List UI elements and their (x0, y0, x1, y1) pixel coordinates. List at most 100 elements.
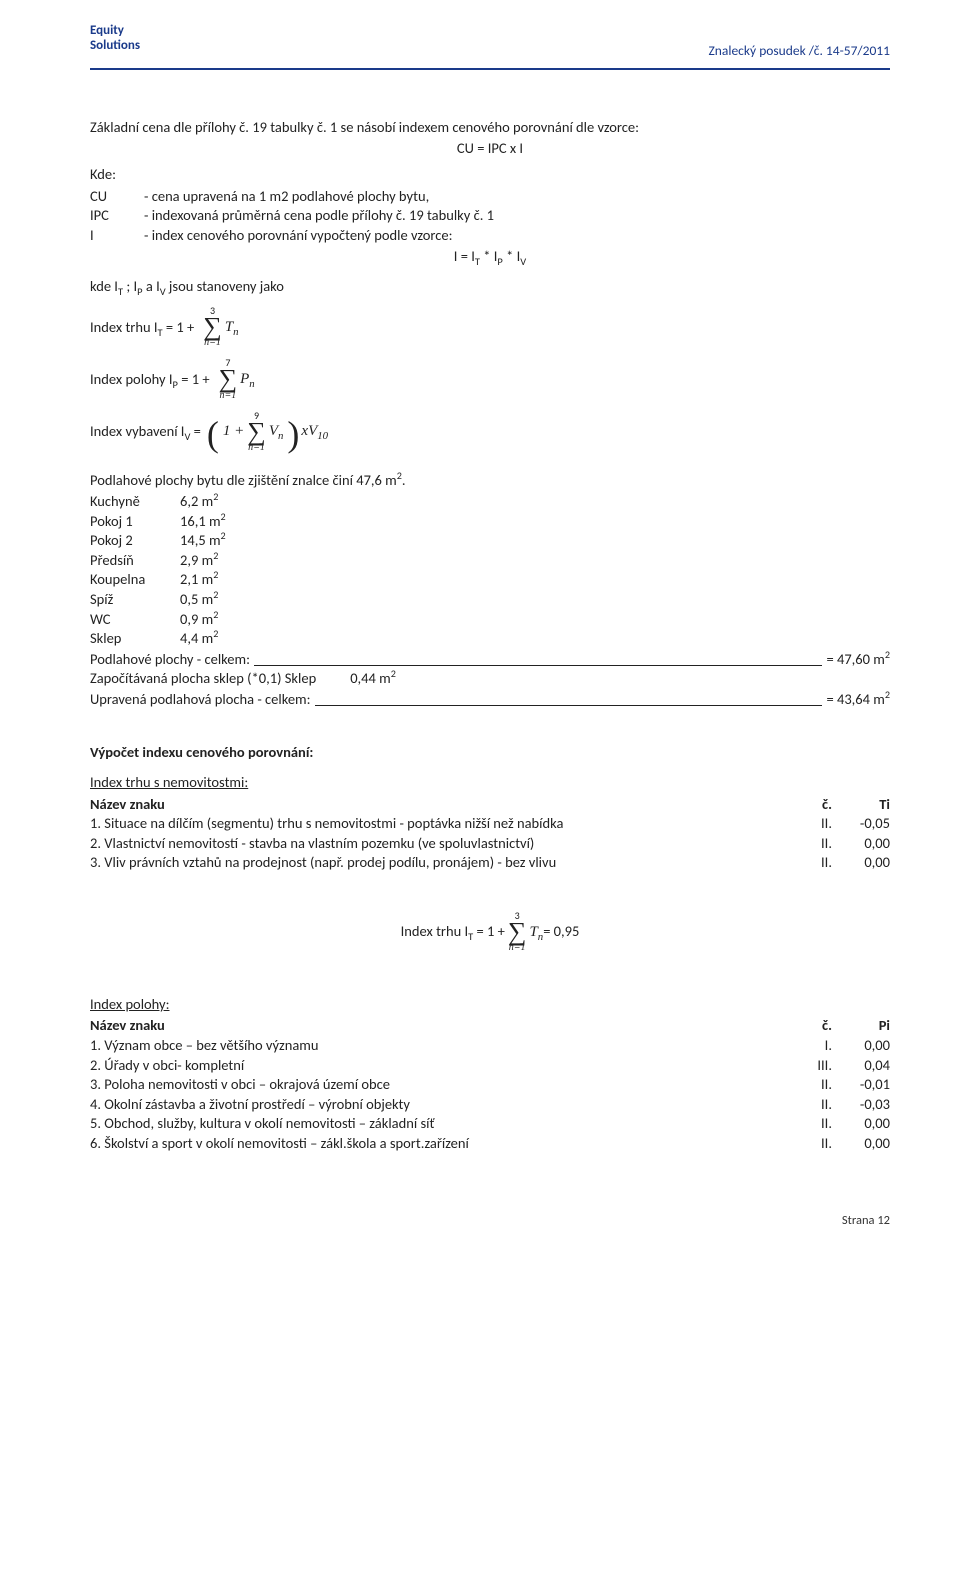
kde-key: IPC (90, 206, 144, 226)
col-c: č. (786, 1016, 832, 1036)
table-header-row: Název znaku č. Pi (90, 1016, 890, 1036)
room-row: Pokoj 214,5 m2 (90, 531, 890, 551)
kde-label: Kde: (90, 165, 890, 185)
room-name: Koupelna (90, 570, 180, 590)
cell-value: -0,01 (832, 1075, 890, 1095)
room-value: 14,5 m2 (180, 531, 226, 551)
room-value: 2,1 m2 (180, 570, 218, 590)
doc-id: Znalecký posudek /č. 14-57/2011 (708, 42, 890, 60)
formula-i: I = IT * IP * IV (90, 247, 890, 267)
room-value: 0,9 m2 (180, 610, 218, 630)
room-value: 4,4 m2 (180, 629, 218, 649)
total-value: = 43,64 m2 (826, 690, 890, 710)
adjustment-row: Započítávaná plocha sklep (*0,1) Sklep 0… (90, 669, 890, 689)
kde-key: I (90, 226, 144, 246)
sigma-icon: 7 ∑ n=1 (219, 358, 238, 400)
table-row: 3. Poloha nemovitosti v obci – okrajová … (90, 1075, 890, 1095)
sigma-icon: 9 ∑ n=1 (247, 411, 266, 453)
polohy-subhead: Index polohy: (90, 995, 890, 1015)
cell-value: 0,04 (832, 1056, 890, 1076)
kde-val: - indexovaná průměrná cena podle přílohy… (144, 206, 890, 226)
floor-total-row: Podlahové plochy - celkem: = 47,60 m2 (90, 650, 890, 670)
cell-value: -0,05 (832, 814, 890, 834)
kde-row-ipc: IPC - indexovaná průměrná cena podle pří… (90, 206, 890, 226)
room-name: Předsíň (90, 551, 180, 571)
room-value: 16,1 m2 (180, 512, 226, 532)
cell-class: II. (786, 1075, 832, 1095)
room-name: Spíž (90, 590, 180, 610)
table-row: 5. Obchod, služby, kultura v okolí nemov… (90, 1114, 890, 1134)
room-row: Pokoj 116,1 m2 (90, 512, 890, 532)
cell-name: 1. Význam obce – bez většího významu (90, 1036, 786, 1056)
cell-name: 2. Úřady v obci- kompletní (90, 1056, 786, 1076)
cell-name: 5. Obchod, služby, kultura v okolí nemov… (90, 1114, 786, 1134)
intro-text: Základní cena dle přílohy č. 19 tabulky … (90, 118, 890, 138)
underline-fill (254, 665, 823, 666)
table-row: 6. Školství a sport v okolí nemovitosti … (90, 1134, 890, 1154)
sigma-icon: 3 ∑ n=1 (203, 306, 222, 348)
cell-class: III. (786, 1056, 832, 1076)
formula-idx-polohy: Index polohy IP = 1 + 7 ∑ n=1 Pn (90, 358, 890, 400)
room-value: 0,5 m2 (180, 590, 218, 610)
cell-name: 2. Vlastnictví nemovitostí - stavba na v… (90, 834, 786, 854)
room-name: WC (90, 610, 180, 630)
total-label: Upravená podlahová plocha - celkem: (90, 690, 311, 710)
cell-class: II. (786, 834, 832, 854)
formula-label: Index polohy I (90, 370, 173, 388)
cell-value: 0,00 (832, 853, 890, 873)
total-label: Podlahové plochy - celkem: (90, 650, 250, 670)
table-polohy: Název znaku č. Pi 1. Význam obce – bez v… (90, 1016, 890, 1153)
kde-val: - index cenového porovnání vypočtený pod… (144, 226, 890, 246)
logo-line1: Equity (90, 24, 140, 39)
kde-row-cu: CU - cena upravená na 1 m2 podlahové plo… (90, 187, 890, 207)
room-row: Předsíň2,9 m2 (90, 551, 890, 571)
room-row: Spíž0,5 m2 (90, 590, 890, 610)
table-row: 2. Vlastnictví nemovitostí - stavba na v… (90, 834, 890, 854)
cell-class: II. (786, 1134, 832, 1154)
adjustment-value: 0,44 m2 (316, 669, 396, 689)
cell-name: 1. Situace na dílčím (segmentu) trhu s n… (90, 814, 786, 834)
col-ti: Ti (832, 795, 890, 815)
formula-trh-result: Index trhu IT = 1 + 3 ∑ n=1 Tn = 0,95 (90, 911, 890, 953)
calc-heading: Výpočet indexu cenového porovnání: (90, 743, 890, 763)
header-rule (90, 68, 890, 70)
right-paren-icon: ) (287, 424, 299, 446)
page-footer: Strana 12 (90, 1213, 890, 1230)
total-value: = 47,60 m2 (826, 650, 890, 670)
room-name: Pokoj 1 (90, 512, 180, 532)
room-name: Pokoj 2 (90, 531, 180, 551)
kde-val: - cena upravená na 1 m2 podlahové plochy… (144, 187, 890, 207)
cell-name: 4. Okolní zástavba a životní prostředí –… (90, 1095, 786, 1115)
table-row: 3. Vliv právních vztahů na prodejnost (n… (90, 853, 890, 873)
underline-fill (315, 705, 823, 706)
cell-value: -0,03 (832, 1095, 890, 1115)
stanoveny-line: kde IT ; IP a IV jsou stanoveny jako (90, 277, 890, 297)
adjustment-label: Započítávaná plocha sklep (*0,1) Sklep (90, 669, 316, 689)
table-row: 1. Situace na dílčím (segmentu) trhu s n… (90, 814, 890, 834)
col-c: č. (786, 795, 832, 815)
cell-class: II. (786, 1095, 832, 1115)
table-header-row: Název znaku č. Ti (90, 795, 890, 815)
cell-value: 0,00 (832, 1134, 890, 1154)
table-row: 2. Úřady v obci- kompletníIII.0,04 (90, 1056, 890, 1076)
room-row: Sklep4,4 m2 (90, 629, 890, 649)
room-value: 6,2 m2 (180, 492, 218, 512)
cell-name: 3. Vliv právních vztahů na prodejnost (n… (90, 853, 786, 873)
room-row: Kuchyně6,2 m2 (90, 492, 890, 512)
sigma-icon: 3 ∑ n=1 (508, 911, 527, 953)
logo-line2: Solutions (90, 39, 140, 54)
kde-row-i: I - index cenového porovnání vypočtený p… (90, 226, 890, 246)
formula-label: Index trhu I (90, 318, 158, 336)
adjusted-total-row: Upravená podlahová plocha - celkem: = 43… (90, 690, 890, 710)
col-pi: Pi (832, 1016, 890, 1036)
cell-name: 6. Školství a sport v okolí nemovitosti … (90, 1134, 786, 1154)
cell-class: I. (786, 1036, 832, 1056)
col-name: Název znaku (90, 1016, 786, 1036)
room-row: Koupelna2,1 m2 (90, 570, 890, 590)
formula-label: Index vybavení I (90, 422, 184, 440)
room-value: 2,9 m2 (180, 551, 218, 571)
table-row: 1. Význam obce – bez většího významuI.0,… (90, 1036, 890, 1056)
room-name: Sklep (90, 629, 180, 649)
cell-value: 0,00 (832, 1114, 890, 1134)
cell-name: 3. Poloha nemovitosti v obci – okrajová … (90, 1075, 786, 1095)
